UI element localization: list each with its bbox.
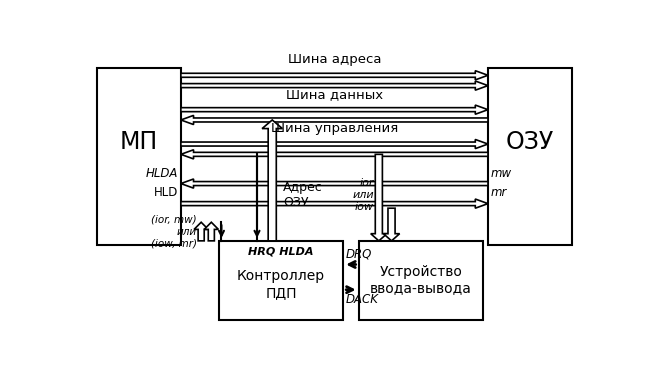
Text: МП: МП xyxy=(120,130,158,154)
Text: ior
или
iow: ior или iow xyxy=(352,179,374,212)
Polygon shape xyxy=(181,115,488,125)
Polygon shape xyxy=(181,150,488,159)
Polygon shape xyxy=(181,81,488,90)
Bar xyxy=(358,241,483,320)
Polygon shape xyxy=(181,71,488,80)
Polygon shape xyxy=(204,222,218,241)
Text: (ior, mw)
или
(iow, mr): (ior, mw) или (iow, mr) xyxy=(151,215,197,248)
Text: Шина адреса: Шина адреса xyxy=(288,53,381,66)
Text: HRQ HLDA: HRQ HLDA xyxy=(248,247,314,257)
Polygon shape xyxy=(181,140,488,149)
Polygon shape xyxy=(181,179,488,188)
Text: ОЗУ: ОЗУ xyxy=(506,130,554,154)
Text: DACK: DACK xyxy=(346,293,379,306)
Text: mw: mw xyxy=(491,167,512,180)
Text: mr: mr xyxy=(491,186,508,199)
Text: Контроллер
ПДП: Контроллер ПДП xyxy=(237,269,325,299)
Text: Устройство
ввода-вывода: Устройство ввода-вывода xyxy=(370,265,472,295)
Polygon shape xyxy=(194,222,208,241)
Bar xyxy=(488,68,572,245)
Text: HLDA: HLDA xyxy=(146,167,178,180)
Text: DRQ: DRQ xyxy=(346,247,372,260)
Polygon shape xyxy=(181,105,488,114)
Bar xyxy=(97,68,181,245)
Text: Шина данных: Шина данных xyxy=(286,88,383,101)
Polygon shape xyxy=(371,154,387,241)
Bar xyxy=(219,241,343,320)
Text: Адрес
ОЗУ: Адрес ОЗУ xyxy=(284,181,323,209)
Polygon shape xyxy=(181,199,488,208)
Text: HLD: HLD xyxy=(154,186,178,199)
Polygon shape xyxy=(383,208,400,241)
Text: Шина управления: Шина управления xyxy=(271,122,398,135)
Polygon shape xyxy=(262,120,282,241)
